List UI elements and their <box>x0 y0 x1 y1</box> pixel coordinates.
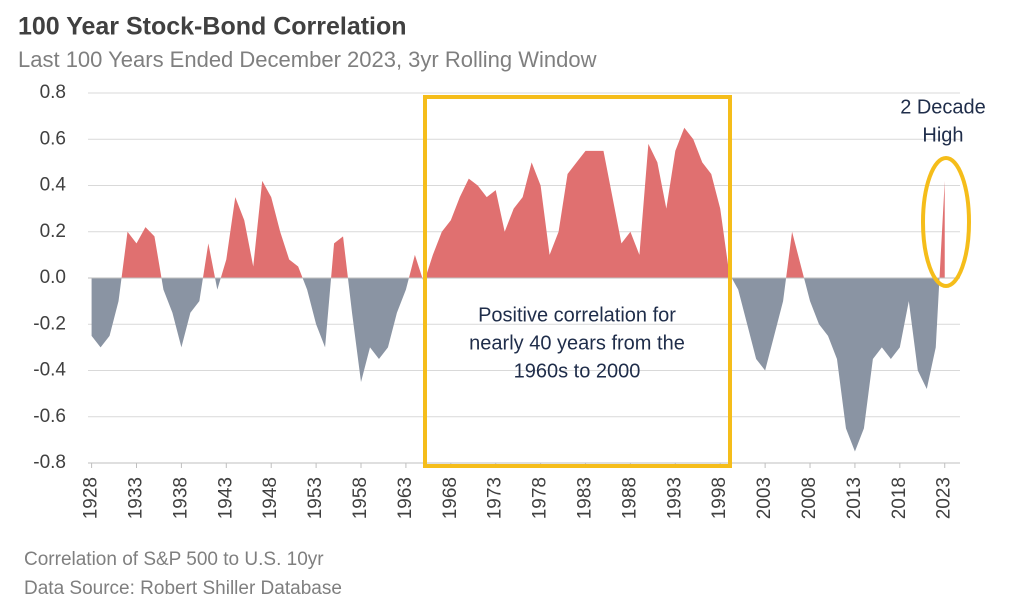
x-tick-label: 1998 <box>709 477 730 519</box>
annotation: nearly 40 years from the <box>469 332 685 354</box>
x-tick-label: 1973 <box>485 477 506 519</box>
x-tick-label: 1958 <box>350 477 371 519</box>
x-tick-label: 2018 <box>889 477 910 519</box>
x-tick-label: 1953 <box>305 477 326 519</box>
x-tick-label: 2023 <box>934 477 955 519</box>
y-tick-label: 0.2 <box>40 221 66 242</box>
y-tick-label: 0.8 <box>40 82 66 103</box>
x-tick-label: 2013 <box>844 477 865 519</box>
annotation: 1960s to 2000 <box>514 360 641 382</box>
x-tick-label: 1948 <box>260 477 281 519</box>
x-tick-label: 1963 <box>395 477 416 519</box>
annotation: Positive correlation for <box>478 304 676 326</box>
chart-title: 100 Year Stock-Bond Correlation <box>18 13 407 41</box>
highlight-ellipse <box>921 156 971 288</box>
x-tick-label: 1993 <box>664 477 685 519</box>
y-tick-label: -0.4 <box>33 360 66 381</box>
x-tick-label: 1983 <box>575 477 596 519</box>
y-tick-label: -0.6 <box>33 406 66 427</box>
annotation: High <box>922 124 963 146</box>
correlation-area <box>91 127 945 452</box>
x-tick-label: 1933 <box>126 477 147 519</box>
x-tick-label: 1938 <box>170 477 191 519</box>
y-tick-label: 0.0 <box>40 267 66 288</box>
x-tick-label: 1943 <box>215 477 236 519</box>
x-tick-label: 1968 <box>440 477 461 519</box>
footnote: Correlation of S&P 500 to U.S. 10yr <box>24 549 324 570</box>
y-tick-label: -0.2 <box>33 313 66 334</box>
chart-subtitle: Last 100 Years Ended December 2023, 3yr … <box>18 47 597 72</box>
y-tick-label: 0.6 <box>40 128 66 149</box>
footnote: Data Source: Robert Shiller Database <box>24 578 342 599</box>
x-tick-label: 2008 <box>799 477 820 519</box>
y-tick-label: 0.4 <box>40 175 67 196</box>
annotation: 2 Decade <box>900 96 986 118</box>
x-tick-label: 2003 <box>754 477 775 519</box>
highlight-box <box>423 95 732 468</box>
y-tick-label: -0.8 <box>33 452 66 473</box>
x-tick-label: 1928 <box>81 477 102 519</box>
x-tick-label: 1978 <box>530 477 551 519</box>
x-tick-label: 1988 <box>619 477 640 519</box>
